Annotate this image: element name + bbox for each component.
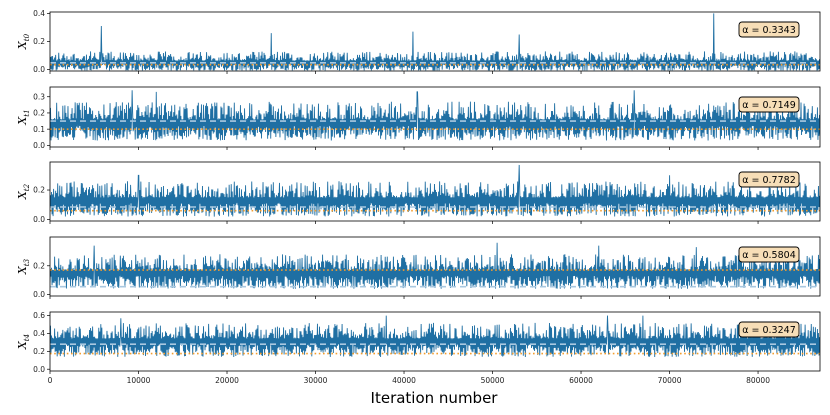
y-axis-label-2: Xt2 bbox=[16, 183, 31, 200]
panel-frame-1 bbox=[49, 86, 821, 148]
x-tick-label-2: 20000 bbox=[215, 376, 239, 385]
alpha-label-4: α = 0.3247 bbox=[742, 325, 796, 336]
trace-line-0 bbox=[50, 13, 820, 71]
y-axis-label-0: Xt0 bbox=[16, 33, 31, 50]
y-tick-label-3-0: 0.0 bbox=[33, 290, 45, 299]
y-tick-label-3-1: 0.2 bbox=[33, 261, 45, 270]
y-tick-label-0-0: 0.0 bbox=[33, 65, 45, 74]
alpha-box-0 bbox=[738, 21, 800, 38]
alpha-box-3 bbox=[738, 246, 800, 263]
y-tick-label-4-1: 0.2 bbox=[33, 347, 45, 356]
y-tick-label-1-0: 0.0 bbox=[33, 141, 45, 150]
y-tick-label-1-3: 0.3 bbox=[33, 92, 45, 101]
alpha-label-2: α = 0.7782 bbox=[742, 175, 796, 186]
trace-line-1 bbox=[50, 90, 820, 141]
y-tick-label-0-1: 0.2 bbox=[33, 37, 45, 46]
trace-line-4 bbox=[50, 315, 820, 358]
alpha-label-3: α = 0.5804 bbox=[742, 250, 796, 261]
y-tick-label-0-2: 0.4 bbox=[33, 9, 45, 18]
y-tick-label-2-0: 0.0 bbox=[33, 215, 45, 224]
x-tick-label-5: 50000 bbox=[481, 376, 505, 385]
y-axis-label-1: Xt1 bbox=[16, 109, 31, 125]
alpha-label-0: α = 0.3343 bbox=[742, 25, 796, 36]
panel-frame-4 bbox=[49, 311, 821, 372]
panel-frame-3 bbox=[49, 236, 821, 297]
x-tick-label-4: 40000 bbox=[392, 376, 416, 385]
panel-4: 0.0 0.2 0.4 0.6 Xt4 α = 0.3247 bbox=[16, 311, 821, 374]
panel-0: 0.0 0.2 0.4 Xt0 α = 0.3343 bbox=[16, 9, 821, 74]
y-tick-label-1-1: 0.1 bbox=[33, 125, 45, 134]
y-axis-label-3: Xt3 bbox=[16, 258, 31, 275]
x-tick-label-1: 10000 bbox=[127, 376, 151, 385]
y-tick-label-4-2: 0.4 bbox=[33, 329, 45, 338]
y-axis-label-4: Xt4 bbox=[16, 334, 31, 350]
y-tick-label-1-2: 0.2 bbox=[33, 109, 45, 118]
x-tick-label-7: 70000 bbox=[658, 376, 682, 385]
alpha-box-1 bbox=[738, 96, 800, 113]
panel-frame-2 bbox=[49, 161, 821, 222]
x-tick-label-3: 30000 bbox=[304, 376, 328, 385]
y-tick-label-4-3: 0.6 bbox=[33, 311, 45, 320]
x-tick-label-6: 60000 bbox=[569, 376, 593, 385]
trace-line-2 bbox=[50, 164, 820, 217]
alpha-box-4 bbox=[738, 321, 800, 338]
x-axis-label: Iteration number bbox=[371, 389, 499, 407]
trace-line-3 bbox=[50, 242, 820, 289]
x-tick-label-0: 0 bbox=[48, 376, 53, 385]
alpha-box-2 bbox=[738, 171, 800, 188]
y-tick-label-2-1: 0.2 bbox=[33, 186, 45, 195]
y-tick-label-4-0: 0.0 bbox=[33, 365, 45, 374]
x-tick-label-8: 80000 bbox=[746, 376, 770, 385]
alpha-label-1: α = 0.7149 bbox=[742, 100, 796, 111]
